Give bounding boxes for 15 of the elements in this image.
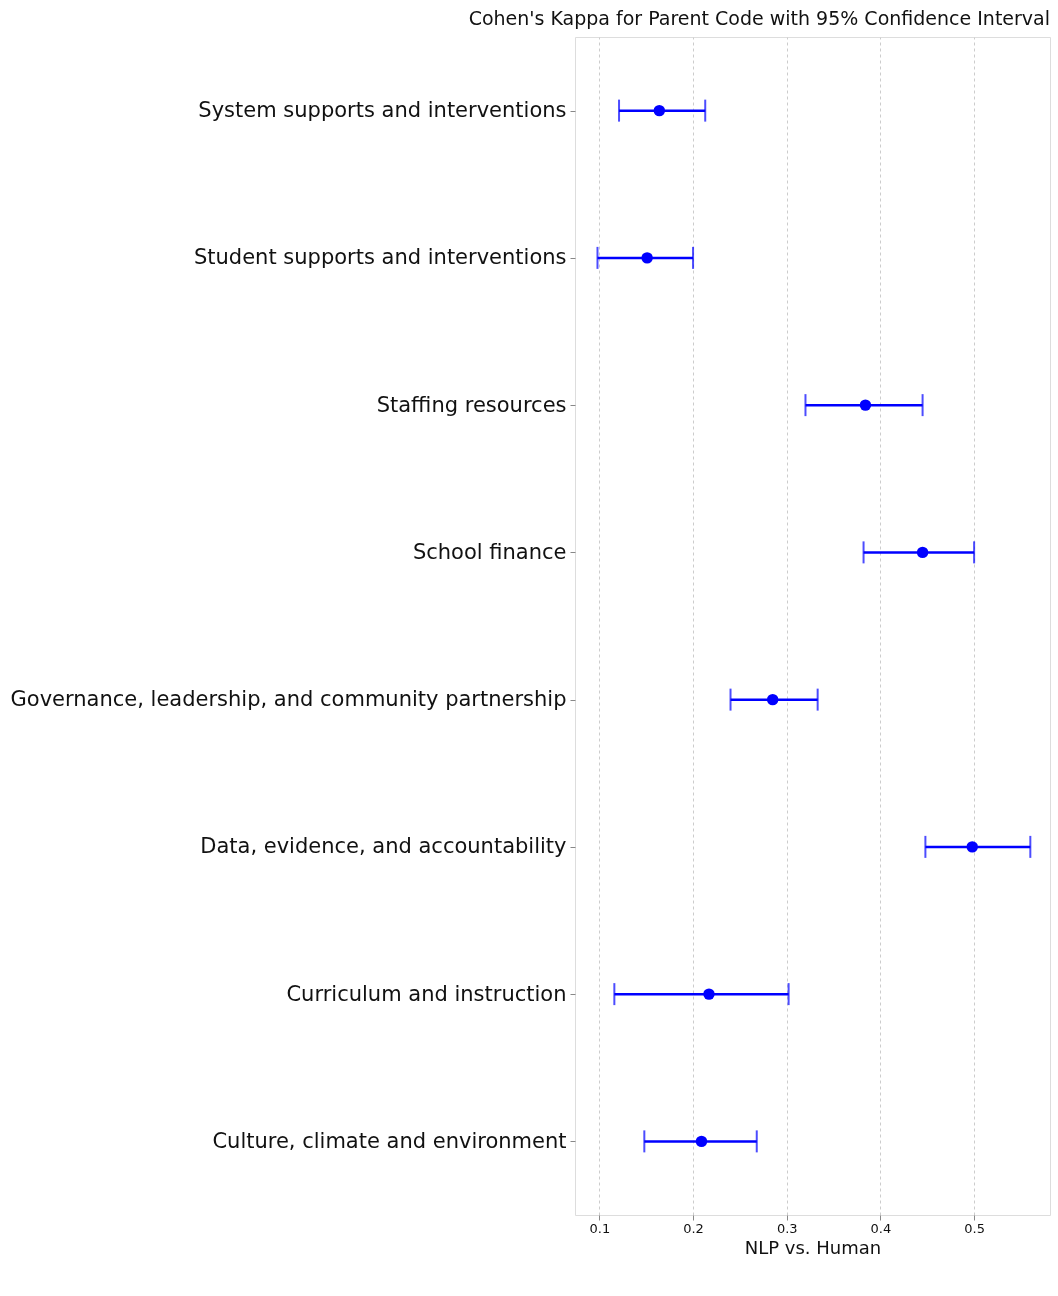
y-tick-label: Staffing resources [376, 392, 567, 417]
x-tick-label: 0.2 [683, 1220, 704, 1236]
y-tick-label: Student supports and interventions [193, 245, 567, 270]
y-tick-label: Culture, climate and environment [212, 1128, 567, 1153]
y-tick-label: Governance, leadership, and community partnership [10, 687, 567, 712]
x-tick-label: 0.4 [870, 1220, 892, 1236]
y-tick-label: Data, evidence, and accountability [200, 834, 567, 859]
x-tick-label: 0.3 [776, 1220, 798, 1236]
x-axis-title: NLP vs. Human [744, 1236, 882, 1258]
y-tick-label: Curriculum and instruction [286, 981, 567, 1006]
x-tick-label: 0.1 [589, 1220, 611, 1236]
y-tick-label: System supports and interventions [198, 98, 567, 123]
x-tick-label: 0.5 [964, 1220, 985, 1236]
chart-title: Cohen's Kappa for Parent Code with 95% Confidence Interval [468, 7, 1050, 29]
y-tick-label: School finance [412, 539, 567, 564]
